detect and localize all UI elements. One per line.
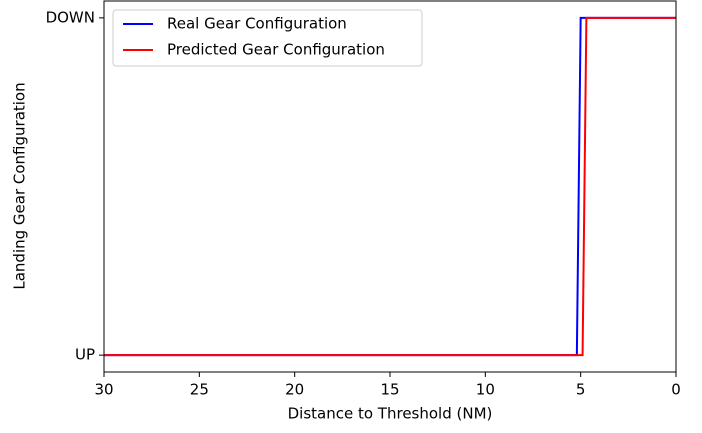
- x-axis-label: Distance to Threshold (NM): [288, 405, 493, 423]
- y-tick-label: DOWN: [46, 8, 95, 26]
- x-tick-label: 10: [476, 381, 495, 399]
- legend-label: Predicted Gear Configuration: [167, 41, 385, 59]
- series-line: [104, 16, 676, 357]
- series-line: [104, 16, 676, 357]
- legend-label: Real Gear Configuration: [167, 15, 347, 33]
- legend-box: [112, 9, 423, 67]
- x-tick-label: 15: [380, 381, 399, 399]
- x-tick-label: 0: [671, 381, 681, 399]
- x-tick-label: 5: [576, 381, 586, 399]
- x-tick-label: 20: [285, 381, 304, 399]
- y-tick-label: UP: [75, 346, 95, 364]
- plot-frame: [103, 0, 677, 373]
- x-tick-label: 25: [190, 381, 209, 399]
- x-tick-label: 30: [94, 381, 113, 399]
- y-axis-label: Landing Gear Configuration: [11, 82, 29, 289]
